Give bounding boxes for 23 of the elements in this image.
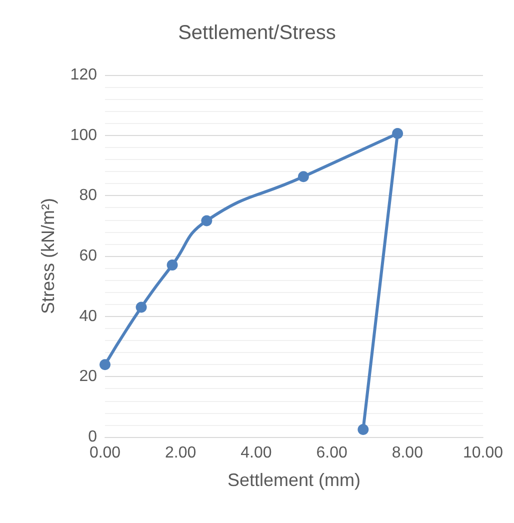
point bbox=[166, 260, 178, 271]
y-tick-label: 0 bbox=[88, 428, 98, 446]
x-tick-label: 0.00 bbox=[89, 444, 121, 462]
x-tick-label: 4.00 bbox=[240, 444, 272, 462]
y-tick-label: 80 bbox=[79, 187, 98, 204]
y-tick-label: 20 bbox=[79, 368, 98, 386]
x-tick-label: 2.00 bbox=[165, 444, 196, 462]
point bbox=[358, 424, 369, 435]
point bbox=[392, 128, 404, 140]
chart-title: Settlement/Stress bbox=[178, 22, 336, 44]
y-tick-label: 40 bbox=[79, 308, 98, 325]
y-tick-label: 120 bbox=[70, 66, 98, 84]
x-axis-title: Settlement (mm) bbox=[227, 470, 361, 490]
y-axis-title: Stress (kN/m²) bbox=[38, 198, 58, 314]
point bbox=[298, 171, 309, 182]
x-tick-label: 8.00 bbox=[392, 444, 424, 462]
x-tick-label: 6.00 bbox=[316, 444, 348, 462]
point bbox=[201, 215, 212, 226]
x-tick-label: 10.00 bbox=[462, 444, 504, 462]
point bbox=[136, 302, 147, 313]
point bbox=[100, 359, 110, 370]
y-tick-label: 100 bbox=[70, 126, 98, 144]
y-tick-label: 60 bbox=[79, 248, 98, 264]
